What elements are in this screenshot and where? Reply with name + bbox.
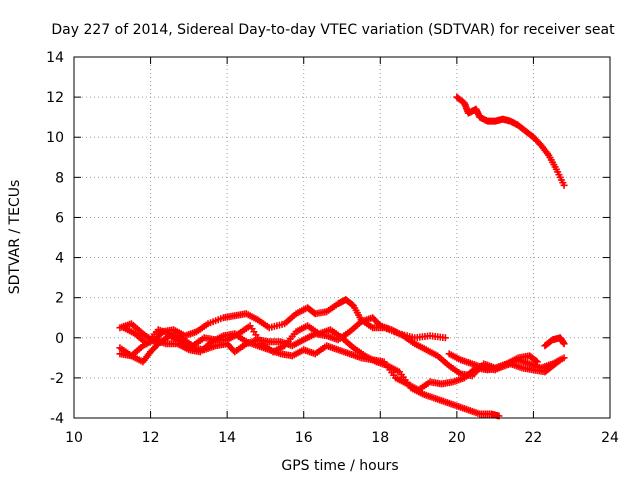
x-tick-label: 16 (295, 430, 313, 446)
data-point-marker (441, 334, 449, 342)
series-track-e (445, 350, 568, 374)
data-point-marker (560, 340, 568, 348)
data-series (116, 93, 568, 420)
y-axis-label: SDTVAR / TECUs (7, 180, 23, 295)
x-tick-label: 10 (65, 430, 83, 446)
plot-frame (73, 56, 611, 419)
series-track-g (453, 93, 568, 189)
y-tick-label: 4 (55, 251, 64, 267)
y-tick-label: 14 (46, 50, 64, 66)
x-axis-label: GPS time / hours (281, 458, 398, 474)
chart-title: Day 227 of 2014, Sidereal Day-to-day VTE… (51, 22, 615, 38)
x-tick-label: 14 (218, 430, 236, 446)
series-track-d (120, 322, 503, 420)
y-tick-label: -2 (50, 371, 64, 387)
y-tick-label: -4 (50, 411, 64, 427)
y-tick-label: 0 (55, 331, 64, 347)
x-tick-label: 22 (525, 430, 543, 446)
y-tick-label: 2 (55, 291, 64, 307)
x-tick-label: 12 (142, 430, 160, 446)
x-tick-label: 24 (601, 430, 619, 446)
data-point-marker (560, 354, 568, 362)
series-track-f (541, 334, 568, 350)
y-tick-label: 8 (55, 170, 64, 186)
x-tick-label: 20 (448, 430, 466, 446)
y-tick-label: 10 (46, 130, 64, 146)
y-tick-label: 12 (46, 90, 64, 106)
data-point-marker (560, 181, 568, 189)
x-tick-label: 18 (371, 430, 389, 446)
y-tick-label: 6 (55, 210, 64, 226)
